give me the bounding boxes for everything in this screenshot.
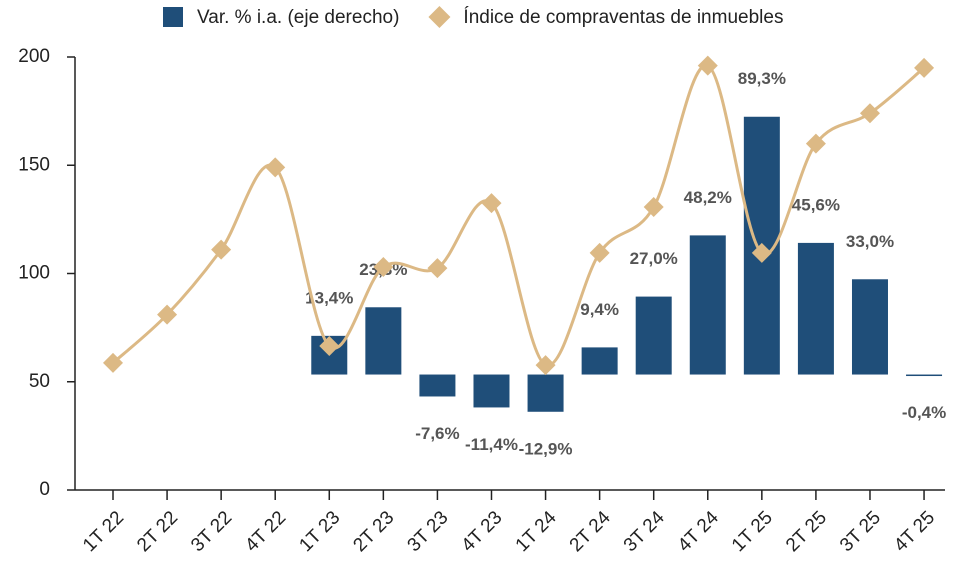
bar: [689, 235, 726, 375]
value-label: -0,4%: [902, 403, 946, 422]
value-label: 45,6%: [792, 195, 840, 214]
y-tick-label: 150: [18, 154, 50, 175]
marker: [211, 239, 232, 260]
y-tick-label: 100: [18, 263, 50, 284]
bar: [365, 307, 402, 375]
marker: [643, 197, 664, 218]
marker: [751, 242, 772, 263]
value-label: 13,4%: [305, 288, 353, 307]
x-tick-label: 3T 23: [404, 507, 453, 556]
value-label: 89,3%: [738, 69, 786, 88]
marker: [427, 258, 448, 279]
x-tick-label: 1T 25: [728, 507, 777, 556]
marker: [589, 242, 610, 263]
x-tick-label: 3T 22: [187, 507, 236, 556]
marker: [535, 355, 556, 376]
marker: [697, 55, 718, 76]
legend-swatch: [428, 6, 451, 28]
marker: [157, 304, 178, 325]
x-tick-label: 4T 25: [890, 507, 939, 556]
marker: [265, 157, 286, 178]
value-label: -11,4%: [465, 435, 518, 454]
bar: [906, 374, 943, 377]
bar: [797, 242, 834, 375]
bar: [527, 374, 564, 412]
value-label: 33,0%: [846, 232, 894, 251]
bar: [635, 296, 672, 375]
x-tick-label: 2T 23: [349, 507, 398, 556]
x-tick-label: 4T 22: [241, 507, 290, 556]
x-tick-label: 2T 22: [133, 507, 182, 556]
marker: [373, 257, 394, 278]
marker: [914, 57, 935, 78]
legend-label: Índice de compraventas de inmuebles: [463, 7, 783, 28]
bar: [581, 347, 618, 375]
x-tick-label: 4T 23: [458, 507, 507, 556]
marker: [859, 103, 880, 124]
legend-label: Var. % i.a. (eje derecho): [197, 7, 399, 28]
x-tick-label: 1T 23: [295, 507, 344, 556]
bar: [419, 374, 456, 397]
x-tick-label: 3T 24: [620, 507, 669, 556]
value-label: -7,6%: [415, 424, 459, 443]
y-tick-label: 0: [39, 479, 50, 500]
x-tick-label: 4T 24: [674, 507, 723, 556]
x-tick-label: 3T 25: [836, 507, 885, 556]
value-label: 9,4%: [580, 300, 619, 319]
y-tick-label: 200: [18, 46, 50, 67]
bar: [473, 374, 510, 408]
value-label: 48,2%: [684, 188, 732, 207]
value-label: -12,9%: [519, 439, 573, 458]
marker: [481, 193, 502, 214]
x-tick-label: 1T 24: [512, 507, 561, 556]
legend-swatch: [163, 7, 183, 27]
x-tick-label: 2T 24: [566, 507, 615, 556]
marker: [319, 336, 340, 357]
x-tick-label: 2T 25: [782, 507, 831, 556]
y-tick-label: 50: [29, 371, 50, 392]
value-label: 27,0%: [630, 249, 678, 268]
marker: [805, 133, 826, 154]
bar: [851, 279, 888, 375]
x-tick-label: 1T 22: [79, 507, 128, 556]
marker: [103, 352, 123, 373]
